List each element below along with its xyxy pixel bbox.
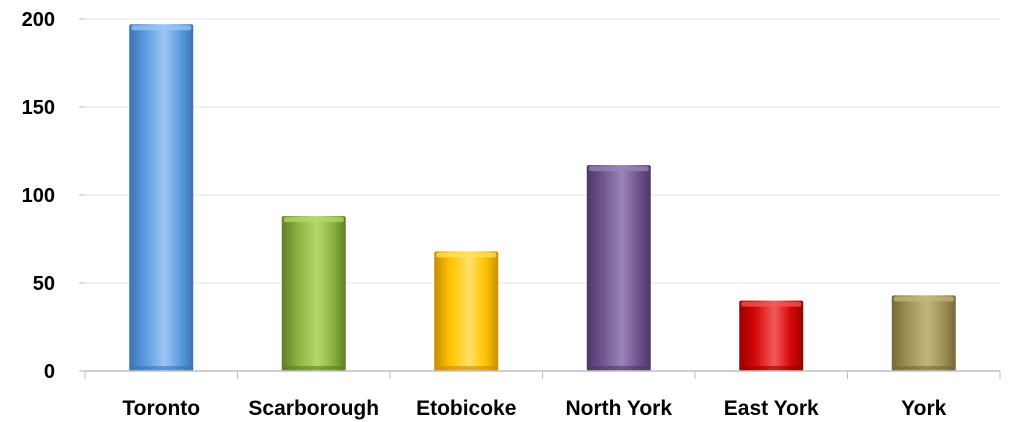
bar-bottom-shade (283, 366, 344, 370)
bar (586, 165, 651, 371)
bar-bottom-shade (131, 366, 192, 370)
bar-east-york (739, 300, 804, 371)
y-axis-ticks: 0 50 100 150 200 (22, 9, 85, 383)
bar (434, 251, 499, 371)
bar-bottom-shade (741, 366, 802, 370)
bar-york (891, 295, 956, 371)
bar (739, 300, 804, 371)
bar-top-highlight (436, 252, 497, 258)
y-tick-label: 50 (33, 273, 55, 295)
x-tick-label: Toronto (122, 397, 200, 420)
bar (281, 216, 346, 371)
y-tick-label: 100 (22, 185, 55, 207)
x-tick-label: North York (565, 397, 672, 420)
bar-toronto (129, 24, 194, 372)
bar-bottom-shade (436, 366, 497, 370)
bars (129, 24, 956, 372)
x-tick-label: Scarborough (248, 397, 379, 420)
y-tick-label: 0 (44, 361, 55, 383)
x-tick-label: Etobicoke (416, 397, 516, 420)
bar-top-highlight (741, 301, 802, 307)
bar-bottom-shade (893, 366, 954, 370)
x-axis-labels: Toronto Scarborough Etobicoke North York Eas… (122, 397, 946, 420)
bar-top-highlight (893, 296, 954, 302)
x-axis-ticks (84, 371, 1001, 379)
bar-bottom-shade (588, 366, 649, 370)
bar-etobicoke (434, 251, 499, 371)
x-tick-label: York (901, 397, 946, 420)
bar (129, 24, 194, 372)
bar-north-york (586, 165, 651, 371)
x-tick-label: East York (724, 397, 819, 420)
y-tick-label: 200 (22, 9, 55, 31)
bar-top-highlight (283, 217, 344, 223)
bar-top-highlight (588, 166, 649, 172)
gridlines (85, 18, 1000, 284)
y-tick-label: 150 (22, 97, 55, 119)
bar-scarborough (281, 216, 346, 371)
bar-top-highlight (131, 25, 192, 31)
bar (891, 295, 956, 371)
